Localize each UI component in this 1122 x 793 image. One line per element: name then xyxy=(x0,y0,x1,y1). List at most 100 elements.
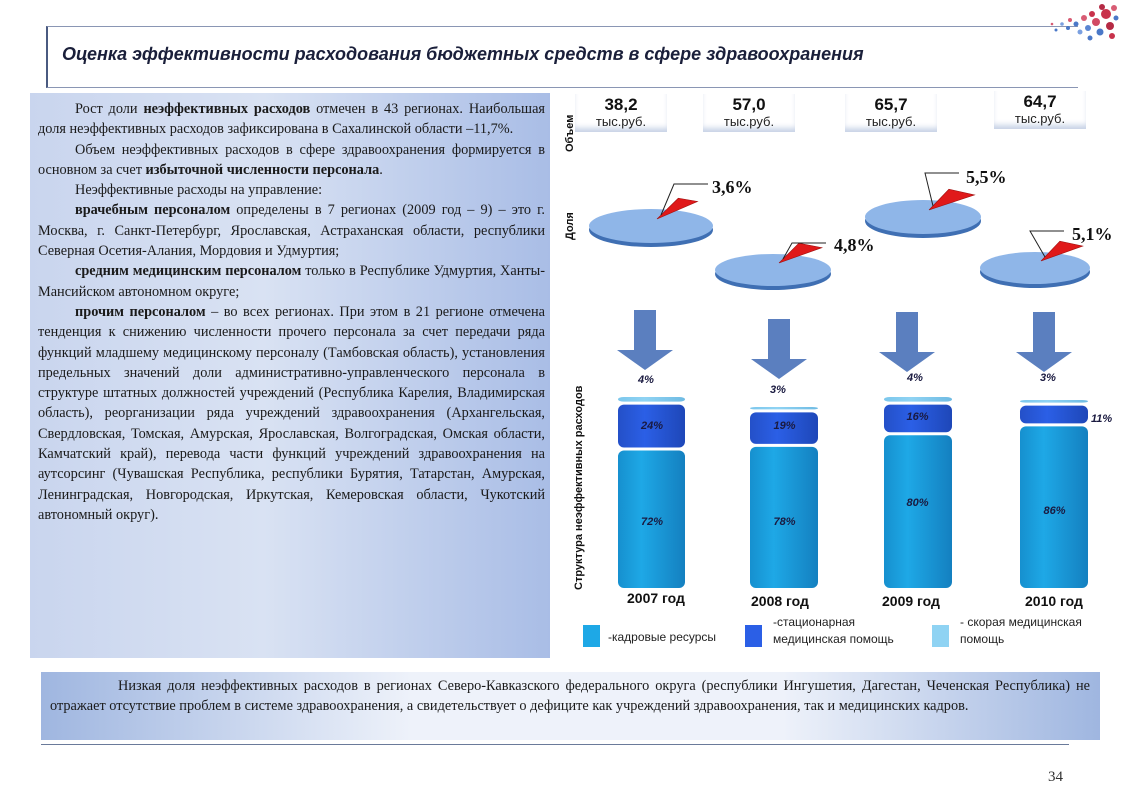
volume-unit: тыс.руб. xyxy=(865,114,917,129)
logo-dot xyxy=(1106,22,1114,30)
paragraph: врачебным персоналом определены в 7 реги… xyxy=(38,200,545,261)
pie-2007 xyxy=(589,209,713,243)
bar-label-stacionarnaya-2010: 11% xyxy=(1091,413,1113,425)
x-tick-2009: 2009 год xyxy=(882,593,940,609)
left-text-panel xyxy=(30,93,550,658)
pie-2010 xyxy=(980,252,1090,284)
legend-label-stacionarnaya: -стационарная медицинская помощь xyxy=(773,615,894,646)
paragraph: Рост доли неэффективных расходов отмечен… xyxy=(38,99,545,140)
logo-dot xyxy=(1066,26,1070,30)
bar-label-stacionarnaya-2007: 24% xyxy=(640,420,664,432)
bar-segment-kadrovye-2009 xyxy=(884,435,952,588)
paragraph: Неэффективные расходы на управление: xyxy=(75,182,323,199)
legend-label-skoraya: - скорая медицинская помощь xyxy=(960,615,1082,646)
x-tick-2010: 2010 год xyxy=(1025,593,1083,609)
logo-dot xyxy=(1096,28,1104,36)
pie-slice-2008 xyxy=(778,242,824,264)
logo-dot xyxy=(1085,25,1091,31)
dots-logo-icon xyxy=(1050,4,1119,41)
volume-value: 38,2 xyxy=(604,95,638,114)
text-span: определены в 7 регионах (2009 год – 9) –… xyxy=(38,202,545,260)
pie-leader-line-2008 xyxy=(782,242,826,260)
page-title: Оценка эффективности расходования бюджет… xyxy=(62,44,864,64)
pie-slice-2007 xyxy=(656,197,699,220)
bottom-text: Низкая доля неэффективных расходов в рег… xyxy=(50,678,1090,714)
down-arrow-icon-2007 xyxy=(617,310,673,370)
logo-dot xyxy=(1073,21,1079,27)
logo-dot xyxy=(1089,11,1095,17)
share-label-2009: 5,5% xyxy=(966,167,1007,187)
share-label-2010: 5,1% xyxy=(1072,224,1113,244)
pie-slice-2009 xyxy=(928,188,976,211)
volume-box-2009: 65,7 тыс.руб. xyxy=(845,94,937,132)
logo-dot xyxy=(1054,28,1058,32)
share-label-2007: 3,6% xyxy=(712,177,753,197)
bar-segment-skoraya-2010 xyxy=(1020,400,1088,403)
pie-2008 xyxy=(715,254,831,286)
logo-dot xyxy=(1092,18,1100,26)
text-span: . xyxy=(379,161,383,178)
bar-label-kadrovye-2007: 72% xyxy=(640,516,664,528)
logo-dot xyxy=(1081,15,1087,21)
logo-dot xyxy=(1050,22,1054,26)
volume-value: 65,7 xyxy=(874,95,908,114)
down-arrow-icon-2009 xyxy=(879,312,935,372)
divider xyxy=(41,744,1069,745)
logo-dot xyxy=(1068,18,1072,22)
paragraph: Объем неэффективных расходов в сфере здр… xyxy=(38,140,545,181)
bar-segment-kadrovye-2010 xyxy=(1020,426,1088,588)
logo-dot xyxy=(1109,33,1115,39)
logo-dot xyxy=(1099,4,1105,10)
bar-label-kadrovye-2008: 78% xyxy=(773,516,796,528)
bar-segment-skoraya-2009 xyxy=(884,397,952,402)
text-span: Объем неэффективных расходов в сфере здр… xyxy=(38,141,545,178)
bar-segment-skoraya-2008 xyxy=(750,407,818,410)
text-bold: избыточной численности персонала xyxy=(145,161,380,178)
page-number: 34 xyxy=(1048,769,1063,785)
paragraph: прочим персоналом – во всех регионах. Пр… xyxy=(38,302,545,525)
down-arrow-icon-2010 xyxy=(1016,312,1072,372)
volume-unit: тыс.руб. xyxy=(1014,111,1066,126)
down-arrow-icon-2008 xyxy=(751,319,807,379)
bar-segment-stacionarnaya-2010 xyxy=(1020,405,1088,424)
text-bold: средним медицинским персоналом xyxy=(75,263,302,280)
pie-2009 xyxy=(865,200,981,234)
pie-leader-line-2009 xyxy=(924,172,959,207)
text-bold: неэффективных расходов xyxy=(143,101,311,117)
bar-segment-skoraya-2007 xyxy=(618,397,685,402)
text-bold: прочим персоналом xyxy=(75,303,206,320)
share-label-2008: 4,8% xyxy=(834,235,875,255)
bar-segment-stacionarnaya-2007 xyxy=(618,404,685,448)
title-frame xyxy=(46,26,1078,88)
volume-value: 57,0 xyxy=(732,95,766,114)
bar-label-skoraya-2009: 4% xyxy=(907,372,923,384)
logo-dot xyxy=(1111,5,1117,11)
bar-segment-kadrovye-2008 xyxy=(750,446,818,588)
x-tick-2007: 2007 год xyxy=(627,590,685,606)
pie-leader-line-2010 xyxy=(1029,230,1064,258)
volume-box-2010: 64,7 тыс.руб. xyxy=(994,91,1086,129)
bottom-text-panel xyxy=(41,672,1100,740)
pie-leader-line-2007 xyxy=(660,183,708,216)
volume-unit: тыс.руб. xyxy=(723,114,775,129)
legend-swatch-skoraya xyxy=(932,625,949,647)
logo-dot xyxy=(1101,9,1111,19)
logo-dot xyxy=(1087,35,1093,41)
bar-label-kadrovye-2010: 86% xyxy=(1043,505,1066,517)
bar-label-skoraya-2010: 3% xyxy=(1040,372,1056,384)
legend-label-kadrovye: -кадровые ресурсы xyxy=(608,630,717,644)
bar-segment-kadrovye-2007 xyxy=(618,450,685,588)
bar-label-stacionarnaya-2009: 16% xyxy=(906,411,929,423)
logo-dot xyxy=(1077,29,1083,35)
volume-unit: тыс.руб. xyxy=(595,114,647,129)
bar-label-kadrovye-2009: 80% xyxy=(906,497,929,509)
bar-label-skoraya-2008: 3% xyxy=(770,384,786,396)
legend-swatch-stacionarnaya xyxy=(745,625,762,647)
x-tick-2008: 2008 год xyxy=(751,593,809,609)
pie-slice-2010 xyxy=(1040,240,1084,262)
volume-box-2008: 57,0 тыс.руб. xyxy=(703,94,795,132)
bar-segment-stacionarnaya-2009 xyxy=(884,404,952,433)
legend-swatch-kadrovye xyxy=(583,625,600,647)
paragraph: средним медицинским персоналом только в … xyxy=(38,261,545,302)
